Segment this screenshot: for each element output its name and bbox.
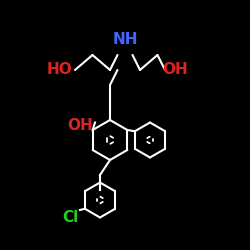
- Text: NH: NH: [112, 32, 138, 48]
- Text: HO: HO: [47, 62, 73, 78]
- Text: OH: OH: [67, 118, 93, 132]
- Text: Cl: Cl: [62, 210, 78, 225]
- Text: OH: OH: [162, 62, 188, 78]
